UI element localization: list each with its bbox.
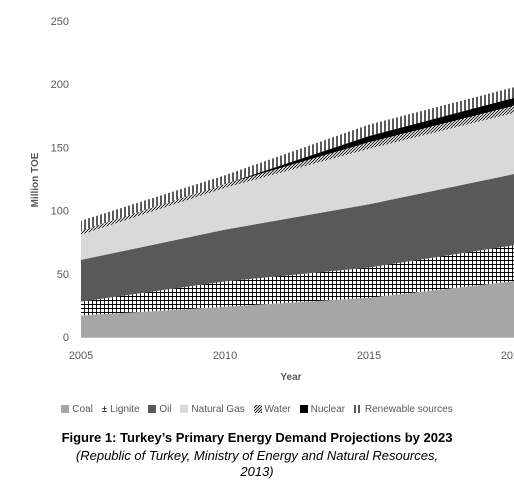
chart-area: 0 50 100 150 200 250 2005 2010 2015 2020 Year Mi…: [30, 16, 514, 383]
legend-label-renewable: Renewable sources: [364, 404, 453, 415]
y-tick-label: 50: [57, 269, 69, 281]
legend-label-lignite: Lignite: [110, 404, 140, 415]
chart-legend: Coal ± Lignite Oil Natural Gas Water Nucl…: [0, 404, 514, 415]
area-renewable-sources: [81, 87, 514, 231]
area-oil: [81, 174, 514, 302]
y-axis-ticks: 0 50 100 150 200 250: [51, 16, 69, 344]
series-areas: [81, 87, 514, 337]
legend-swatch-nuclear: [299, 405, 308, 413]
y-tick-label: 0: [63, 332, 69, 344]
legend-item-natural-gas: Natural Gas: [180, 404, 245, 415]
area-natural-gas: [81, 112, 514, 260]
x-axis-ticks: 2005 2010 2015 2020: [69, 350, 514, 362]
x-axis-title: Year: [280, 372, 301, 383]
x-tick-label: 2005: [69, 350, 93, 362]
legend-item-nuclear: Nuclear: [299, 404, 346, 415]
legend-label-nuclear: Nuclear: [310, 404, 346, 415]
figure-caption: Figure 1: Turkey’s Primary Energy Demand…: [0, 430, 514, 480]
legend-swatch-natural-gas: [180, 405, 189, 413]
legend-swatch-water: [253, 405, 262, 413]
caption-title: Figure 1: Turkey’s Primary Energy Demand…: [61, 430, 453, 445]
y-axis-title: Million TOE: [30, 152, 41, 207]
y-tick-label: 250: [51, 16, 69, 28]
y-tick-label: 100: [51, 206, 69, 218]
area-nuclear: [81, 97, 514, 231]
legend-swatch-renewable: [353, 405, 362, 413]
legend-item-renewable: Renewable sources: [353, 404, 453, 415]
legend-label-natural-gas: Natural Gas: [191, 404, 245, 415]
legend-label-coal: Coal: [72, 404, 93, 415]
area-water: [81, 105, 514, 235]
legend-label-water: Water: [264, 404, 291, 415]
x-tick-label: 2020: [501, 350, 514, 362]
legend-swatch-coal: [61, 405, 70, 413]
legend-item-lignite: ± Lignite: [102, 404, 140, 415]
caption-source: (Republic of Turkey, Ministry of Energy …: [75, 448, 439, 479]
legend-item-coal: Coal: [61, 404, 93, 415]
y-tick-label: 150: [51, 142, 69, 154]
x-tick-label: 2010: [213, 350, 237, 362]
x-tick-label: 2015: [357, 350, 381, 362]
legend-item-oil: Oil: [148, 404, 172, 415]
area-coal: [81, 281, 514, 337]
legend-swatch-lignite: ±: [101, 404, 108, 415]
legend-item-water: Water: [253, 404, 291, 415]
legend-swatch-oil: [148, 405, 157, 413]
y-tick-label: 200: [51, 79, 69, 91]
stacked-area-chart: 0 50 100 150 200 250 2005 2010 2015 2020 Year Mi…: [30, 16, 514, 383]
legend-label-oil: Oil: [159, 404, 172, 415]
area-lignite: [81, 245, 514, 316]
